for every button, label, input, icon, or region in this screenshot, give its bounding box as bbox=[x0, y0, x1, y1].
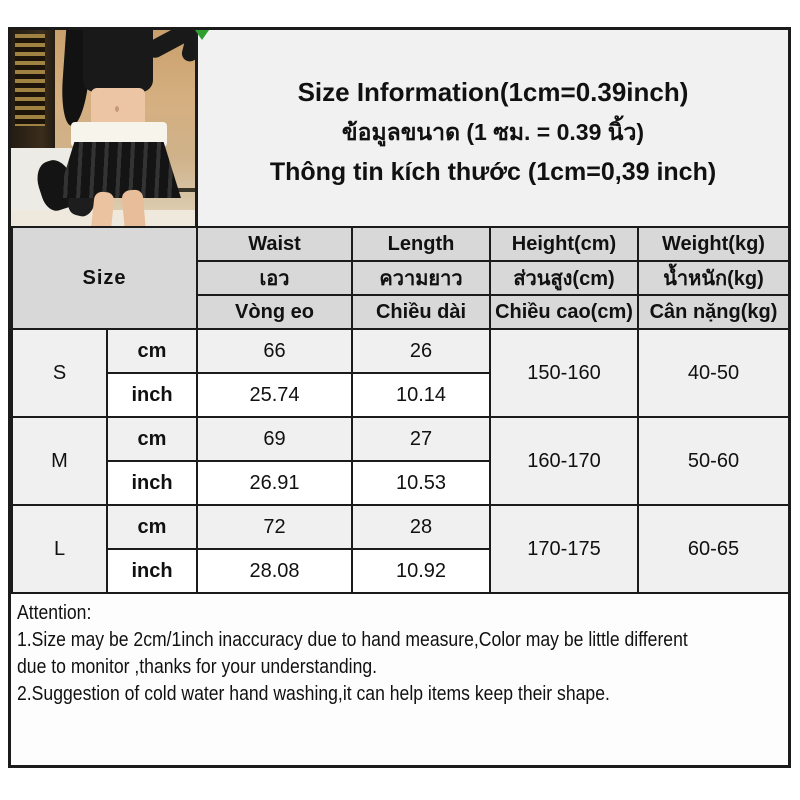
table-row-m-inch: inch 26.91 10.53 bbox=[12, 460, 789, 506]
size-m-label: M bbox=[11, 416, 108, 506]
unit-inch-label: inch bbox=[106, 460, 198, 506]
table-row-m-cm: M cm 69 27 160-170 50-60 bbox=[11, 416, 790, 506]
brass-slats-decor bbox=[15, 34, 45, 126]
header-length-vi: Chiều dài bbox=[351, 294, 491, 330]
unit-inch-label: inch bbox=[106, 548, 198, 594]
cell-s-length-inch: 10.14 bbox=[351, 372, 491, 418]
title-thai: ข้อมูลขนาด (1 ซม. = 0.39 นิ้ว) bbox=[341, 119, 645, 145]
title-vietnamese: Thông tin kích thước (1cm=0,39 inch) bbox=[269, 158, 717, 186]
header-weight-th: น้ำหนัก(kg) bbox=[637, 260, 790, 296]
header-weight-vi: Cân nặng(kg) bbox=[637, 294, 790, 330]
black-pleated-skirt bbox=[57, 142, 181, 198]
cell-l-weight: 60-65 bbox=[637, 504, 790, 594]
unit-cm-label: cm bbox=[106, 416, 198, 462]
size-l-label: L bbox=[11, 504, 108, 594]
unit-cm-label: cm bbox=[106, 504, 198, 550]
unit-cm-label: cm bbox=[106, 328, 198, 374]
navel-piercing bbox=[115, 106, 119, 112]
cell-s-weight: 40-50 bbox=[637, 328, 790, 418]
attention-note-2: 2.Suggestion of cold water hand washing,… bbox=[17, 683, 610, 705]
header-height-en: Height(cm) bbox=[489, 226, 639, 262]
size-s-label: S bbox=[11, 328, 108, 418]
cell-m-waist-inch: 26.91 bbox=[196, 460, 353, 506]
attention-section: Attention: 1.Size may be 2cm/1inch inacc… bbox=[11, 594, 788, 765]
attention-note-1: 1.Size may be 2cm/1inch inaccuracy due t… bbox=[17, 629, 688, 651]
attention-note-1-cont: due to monitor ,thanks for your understa… bbox=[17, 656, 378, 678]
cell-l-waist-inch: 28.08 bbox=[196, 548, 353, 594]
title-block: Size Information(1cm=0.39inch) ข้อมูลขนา… bbox=[198, 30, 788, 226]
table-row-s-inch: inch 25.74 10.14 bbox=[12, 372, 789, 418]
header-waist-vi: Vòng eo bbox=[196, 294, 353, 330]
cell-l-height: 170-175 bbox=[489, 504, 639, 594]
header-row-en: Size Waist Length Height(cm) Weight(kg) bbox=[11, 226, 790, 330]
header-row-vi: Vòng eo Chiều dài Chiều cao(cm) Cân nặng… bbox=[12, 294, 790, 330]
model-black-top bbox=[83, 30, 153, 92]
cell-m-waist-cm: 69 bbox=[196, 416, 353, 462]
cell-m-length-cm: 27 bbox=[351, 416, 491, 462]
cell-l-waist-cm: 72 bbox=[196, 504, 353, 550]
header-waist-en: Waist bbox=[196, 226, 353, 262]
table-row-l-inch: inch 28.08 10.92 bbox=[12, 548, 789, 594]
product-photo bbox=[11, 30, 198, 226]
cell-s-waist-inch: 25.74 bbox=[196, 372, 353, 418]
header-length-en: Length bbox=[351, 226, 491, 262]
cell-s-length-cm: 26 bbox=[351, 328, 491, 374]
cell-m-length-inch: 10.53 bbox=[351, 460, 491, 506]
model-right-leg bbox=[121, 189, 146, 226]
cell-m-weight: 50-60 bbox=[637, 416, 790, 506]
size-table: Size Waist Length Height(cm) Weight(kg) … bbox=[11, 226, 790, 594]
cell-s-waist-cm: 66 bbox=[196, 328, 353, 374]
size-chart-frame: Size Information(1cm=0.39inch) ข้อมูลขนา… bbox=[8, 27, 791, 768]
cell-m-height: 160-170 bbox=[489, 416, 639, 506]
green-triangle-icon bbox=[195, 30, 209, 40]
header-weight-en: Weight(kg) bbox=[637, 226, 790, 262]
header-waist-th: เอว bbox=[196, 260, 353, 296]
unit-inch-label: inch bbox=[106, 372, 198, 418]
table-row-s-cm: S cm 66 26 150-160 40-50 bbox=[11, 328, 790, 418]
header-height-th: ส่วนสูง(cm) bbox=[489, 260, 639, 296]
cell-s-height: 150-160 bbox=[489, 328, 639, 418]
title-english: Size Information(1cm=0.39inch) bbox=[297, 77, 689, 107]
header-row-th: เอว ความยาว ส่วนสูง(cm) น้ำหนัก(kg) bbox=[12, 260, 790, 296]
header-height-vi: Chiều cao(cm) bbox=[489, 294, 639, 330]
header-length-th: ความยาว bbox=[351, 260, 491, 296]
cell-l-length-inch: 10.92 bbox=[351, 548, 491, 594]
table-row-l-cm: L cm 72 28 170-175 60-65 bbox=[11, 504, 790, 594]
top-band: Size Information(1cm=0.39inch) ข้อมูลขนา… bbox=[11, 30, 788, 226]
attention-title: Attention: bbox=[17, 602, 92, 624]
model-left-leg bbox=[91, 191, 115, 226]
size-column-title: Size bbox=[11, 226, 198, 330]
cell-l-length-cm: 28 bbox=[351, 504, 491, 550]
